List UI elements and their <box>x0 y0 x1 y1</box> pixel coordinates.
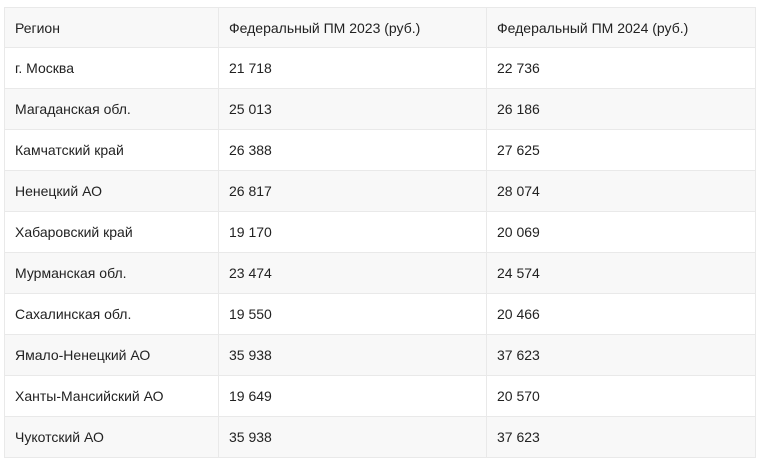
table-row: Камчатский край 26 388 27 625 <box>4 129 756 171</box>
cell-region: Ненецкий АО <box>4 170 219 212</box>
table-row: Ненецкий АО 26 817 28 074 <box>4 170 756 212</box>
table-body: г. Москва 21 718 22 736 Магаданская обл.… <box>4 47 756 458</box>
cell-pm-2023: 26 388 <box>218 129 487 171</box>
cell-pm-2024: 37 623 <box>486 334 756 376</box>
cell-region: Сахалинская обл. <box>4 293 219 335</box>
cell-pm-2023: 35 938 <box>218 334 487 376</box>
cell-pm-2024: 27 625 <box>486 129 756 171</box>
cell-pm-2024: 20 570 <box>486 375 756 417</box>
cell-region: г. Москва <box>4 47 219 89</box>
table-row: г. Москва 21 718 22 736 <box>4 47 756 89</box>
cell-pm-2024: 24 574 <box>486 252 756 294</box>
header-pm-2023: Федеральный ПМ 2023 (руб.) <box>218 7 487 48</box>
cell-pm-2024: 26 186 <box>486 88 756 130</box>
cell-region: Ямало-Ненецкий АО <box>4 334 219 376</box>
cell-pm-2023: 19 170 <box>218 211 487 253</box>
cell-pm-2024: 20 466 <box>486 293 756 335</box>
cell-region: Камчатский край <box>4 129 219 171</box>
header-pm-2024: Федеральный ПМ 2024 (руб.) <box>486 7 756 48</box>
cell-region: Хабаровский край <box>4 211 219 253</box>
subsistence-minimum-table: Регион Федеральный ПМ 2023 (руб.) Федера… <box>4 7 756 458</box>
table-header: Регион Федеральный ПМ 2023 (руб.) Федера… <box>4 7 756 48</box>
table-row: Чукотский АО 35 938 37 623 <box>4 416 756 458</box>
cell-pm-2023: 23 474 <box>218 252 487 294</box>
table-row: Магаданская обл. 25 013 26 186 <box>4 88 756 130</box>
table-row: Мурманская обл. 23 474 24 574 <box>4 252 756 294</box>
header-region: Регион <box>4 7 219 48</box>
cell-pm-2023: 25 013 <box>218 88 487 130</box>
cell-pm-2023: 21 718 <box>218 47 487 89</box>
cell-region: Чукотский АО <box>4 416 219 458</box>
table-row: Ханты-Мансийский АО 19 649 20 570 <box>4 375 756 417</box>
table-row: Сахалинская обл. 19 550 20 466 <box>4 293 756 335</box>
cell-pm-2024: 20 069 <box>486 211 756 253</box>
cell-region: Ханты-Мансийский АО <box>4 375 219 417</box>
cell-pm-2023: 19 649 <box>218 375 487 417</box>
cell-pm-2023: 19 550 <box>218 293 487 335</box>
cell-pm-2024: 22 736 <box>486 47 756 89</box>
header-row: Регион Федеральный ПМ 2023 (руб.) Федера… <box>4 7 756 48</box>
cell-pm-2023: 35 938 <box>218 416 487 458</box>
table-container: Регион Федеральный ПМ 2023 (руб.) Федера… <box>4 7 756 458</box>
cell-region: Магаданская обл. <box>4 88 219 130</box>
cell-pm-2024: 37 623 <box>486 416 756 458</box>
cell-pm-2023: 26 817 <box>218 170 487 212</box>
cell-pm-2024: 28 074 <box>486 170 756 212</box>
table-row: Хабаровский край 19 170 20 069 <box>4 211 756 253</box>
table-row: Ямало-Ненецкий АО 35 938 37 623 <box>4 334 756 376</box>
cell-region: Мурманская обл. <box>4 252 219 294</box>
